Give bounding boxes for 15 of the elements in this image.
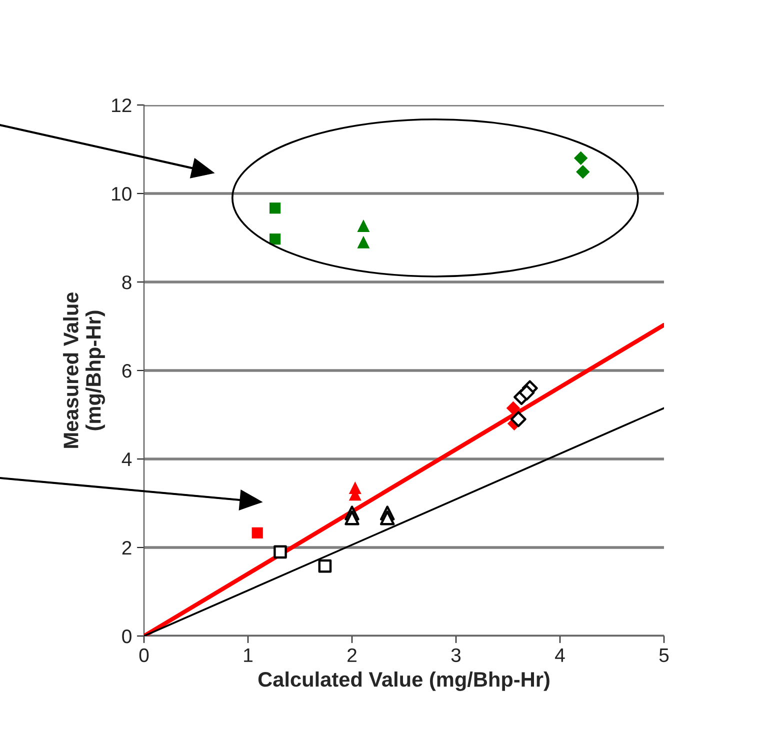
x-tick-label: 1 xyxy=(244,648,252,662)
y-tick-label: 6 xyxy=(122,364,132,378)
x-tick-label: 2 xyxy=(348,648,356,662)
x-tick-label: 3 xyxy=(451,648,461,662)
x-tick-label: 4 xyxy=(555,648,565,662)
y-tick-label: 0 xyxy=(122,629,132,644)
y-tick-label: 10 xyxy=(112,186,132,201)
y-axis-title: Measured Value (mg/Bhp-Hr) xyxy=(63,292,106,448)
y-tick-label: 12 xyxy=(112,98,132,112)
y-tick-label: 2 xyxy=(122,540,132,555)
y-tick-label: 8 xyxy=(122,275,132,290)
y-tick-label: 4 xyxy=(122,452,132,466)
x-tick-label: 0 xyxy=(139,648,149,662)
x-tick-label: 5 xyxy=(659,648,669,662)
x-axis-title: Calculated Value (mg/Bhp-Hr) xyxy=(258,671,550,691)
